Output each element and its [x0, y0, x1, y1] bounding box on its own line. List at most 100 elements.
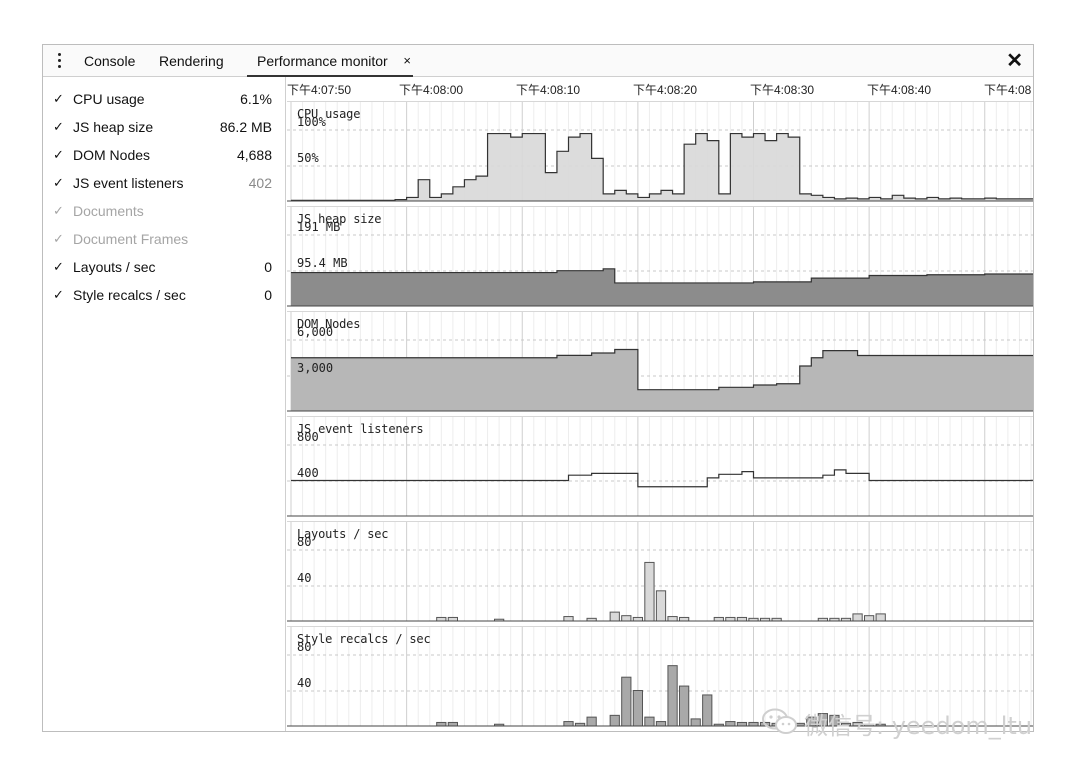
- chart-bar: [447, 721, 458, 727]
- chart-line: [291, 132, 1033, 201]
- metric-row[interactable]: ✓ Documents: [43, 197, 286, 225]
- tab-performance-monitor[interactable]: Performance monitor ×: [247, 45, 413, 77]
- time-tick-label: 下午4:08: [984, 83, 1032, 97]
- y-axis-mid-label: 40: [297, 676, 312, 690]
- chart-bar: [852, 613, 863, 622]
- metric-value: 6.1%: [240, 91, 272, 107]
- metric-value: 86.2 MB: [219, 119, 272, 135]
- tab-performance-monitor-label: Performance monitor: [257, 53, 388, 69]
- more-menu-icon[interactable]: [53, 53, 65, 69]
- chart-bar: [864, 615, 875, 622]
- tab-bar: Console Rendering Performance monitor × …: [43, 45, 1033, 77]
- tab-close-icon[interactable]: ×: [403, 53, 411, 68]
- y-axis-mid-label: 40: [297, 571, 312, 585]
- time-tick-label: 下午4:08:20: [633, 83, 698, 97]
- y-axis-max-label: 191 MB: [297, 220, 341, 234]
- time-tick-label: 下午4:08:40: [867, 83, 932, 97]
- metric-row[interactable]: ✓ CPU usage 6.1%: [43, 85, 286, 113]
- tab-console[interactable]: Console: [84, 53, 136, 69]
- checkmark-icon[interactable]: ✓: [53, 231, 64, 246]
- metric-label: Style recalcs / sec: [73, 287, 186, 303]
- chart-bar: [632, 616, 643, 622]
- chart-bar: [655, 590, 667, 622]
- chart-bar: [875, 613, 886, 622]
- chart-title: Style recalcs / sec: [297, 632, 431, 646]
- metric-chart: Layouts / sec 80 40: [287, 521, 1033, 626]
- chart-bar: [644, 716, 655, 727]
- checkmark-icon[interactable]: ✓: [53, 259, 64, 274]
- chart-bar: [736, 616, 748, 622]
- metric-row[interactable]: ✓ Style recalcs / sec 0: [43, 281, 286, 309]
- chart-bar: [644, 561, 655, 622]
- chart-bar: [436, 616, 447, 622]
- chart-bar: [621, 615, 632, 622]
- chart-area: [291, 133, 1033, 201]
- time-tick-label: 下午4:08:00: [399, 83, 464, 97]
- metric-label: JS heap size: [73, 119, 154, 135]
- y-axis-mid-label: 50%: [297, 151, 319, 165]
- metric-value: 0: [264, 287, 272, 303]
- chart-title: JS heap size: [297, 212, 382, 226]
- chart-bar: [655, 721, 667, 727]
- checkmark-icon[interactable]: ✓: [53, 203, 64, 218]
- chart-title: JS event listeners: [297, 422, 424, 436]
- chart-canvas: [287, 102, 1033, 202]
- time-tick-label: 下午4:08:10: [516, 83, 581, 97]
- metric-label: DOM Nodes: [73, 147, 151, 163]
- chart-canvas: [287, 312, 1033, 412]
- chart-bar: [725, 616, 736, 622]
- time-tick-label: 下午4:08:30: [750, 83, 815, 97]
- metric-value: 4,688: [236, 147, 272, 163]
- metric-row[interactable]: ✓ DOM Nodes 4,688: [43, 141, 286, 169]
- checkmark-icon[interactable]: ✓: [53, 119, 64, 134]
- y-axis-max-label: 800: [297, 430, 319, 444]
- checkmark-icon[interactable]: ✓: [53, 91, 64, 106]
- metric-value: 0: [264, 259, 272, 275]
- metric-row[interactable]: ✓ Document Frames: [43, 225, 286, 253]
- metric-chart: Style recalcs / sec 80 40: [287, 626, 1033, 731]
- chart-bar: [736, 721, 748, 727]
- checkmark-icon[interactable]: ✓: [53, 175, 64, 190]
- metric-label: JS event listeners: [73, 175, 184, 191]
- chart-title: CPU usage: [297, 107, 361, 121]
- checkmark-icon[interactable]: ✓: [53, 147, 64, 162]
- metric-row[interactable]: ✓ Layouts / sec 0: [43, 253, 286, 281]
- y-axis-max-label: 80: [297, 640, 312, 654]
- checkmark-icon[interactable]: ✓: [53, 287, 64, 302]
- chart-bar: [679, 616, 690, 622]
- metric-row[interactable]: ✓ JS event listeners 402: [43, 169, 286, 197]
- chart-area: [291, 268, 1033, 306]
- chart-bar: [667, 616, 678, 622]
- y-axis-mid-label: 3,000: [297, 361, 334, 375]
- y-axis-mid-label: 400: [297, 466, 319, 480]
- y-axis-max-label: 80: [297, 535, 312, 549]
- chart-bar: [621, 676, 632, 727]
- metric-label: Document Frames: [73, 231, 189, 247]
- chart-bar: [447, 616, 458, 622]
- chart-bar: [563, 721, 574, 727]
- chart-bar: [436, 721, 447, 727]
- chart-canvas: [287, 522, 1033, 622]
- y-axis-mid-label: 95.4 MB: [297, 256, 348, 270]
- chart-canvas: [287, 627, 1033, 727]
- chart-bar: [748, 721, 759, 727]
- chart-line: [291, 348, 1033, 391]
- chart-bar: [609, 714, 620, 727]
- metric-row[interactable]: ✓ JS heap size 86.2 MB: [43, 113, 286, 141]
- chart-bar: [679, 685, 690, 727]
- metric-label: Layouts / sec: [73, 259, 156, 275]
- chart-bar: [690, 718, 701, 727]
- chart-bar: [667, 665, 678, 727]
- y-axis-max-label: 100%: [297, 115, 326, 129]
- chart-canvas: [287, 207, 1033, 307]
- tab-rendering[interactable]: Rendering: [159, 53, 224, 69]
- close-panel-icon[interactable]: ✕: [1006, 50, 1023, 72]
- y-axis-max-label: 6,000: [297, 325, 334, 339]
- time-tick-label: 下午4:07:50: [287, 83, 352, 97]
- metric-chart: CPU usage 100% 50%: [287, 101, 1033, 206]
- wechat-logo-icon: [762, 708, 797, 734]
- chart-canvas: [287, 417, 1033, 517]
- metric-label: CPU usage: [73, 91, 145, 107]
- time-axis: 下午4:07:50 下午4:08:00 下午4:08:10 下午4:08:20 下午4:…: [287, 77, 1033, 101]
- performance-monitor-panel: Console Rendering Performance monitor × …: [42, 44, 1034, 732]
